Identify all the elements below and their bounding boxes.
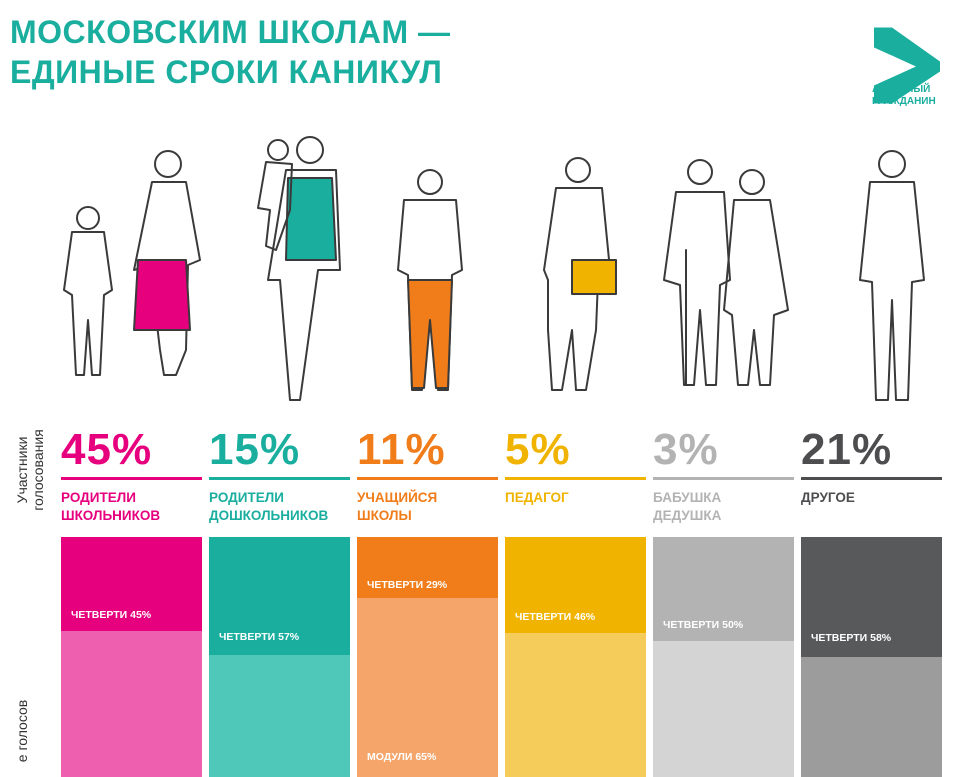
student-figure	[397, 169, 463, 391]
stacked-bar: ЧЕТВЕРТИ 29% МОДУЛИ 65%	[357, 537, 498, 777]
category-label: РОДИТЕЛИ ДОШКОЛЬНИКОВ	[209, 490, 329, 523]
logo-line-2: ГРАЖДАНИН	[872, 96, 936, 107]
column-rule	[653, 477, 794, 480]
category-label: ПЕДАГОГ	[505, 490, 569, 505]
category-label: УЧАЩИЙСЯ ШКОЛЫ	[357, 490, 438, 523]
percentage-label: 3%	[653, 425, 719, 474]
logo-line-1: АКТИВНЫЙ	[872, 84, 931, 95]
segment-label-quarters: ЧЕТВЕРТИ 58%	[811, 632, 892, 644]
segment-label-quarters: ЧЕТВЕРТИ 57%	[219, 631, 300, 643]
bar-segment-modules	[505, 633, 646, 777]
category-label: ДРУГОЕ	[801, 490, 855, 505]
title-line-2: ЕДИНЫЕ СРОКИ КАНИКУЛ	[10, 54, 443, 90]
segment-label-quarters: ЧЕТВЕРТИ 45%	[71, 609, 152, 621]
bar-segment-quarters: ЧЕТВЕРТИ 50%	[653, 537, 794, 641]
votes-axis-label: е голосов	[14, 699, 30, 763]
participants-axis-label: Участники голосования	[14, 415, 46, 525]
segment-label-quarters: ЧЕТВЕРТИ 29%	[367, 579, 448, 591]
title-line-1: МОСКОВСКИМ ШКОЛАМ —	[10, 14, 451, 50]
segment-label-modules: МОДУЛИ 65%	[367, 751, 437, 763]
logo-a-icon	[874, 27, 940, 104]
segment-label-quarters: ЧЕТВЕРТИ 50%	[663, 619, 744, 631]
segment-label-quarters: ЧЕТВЕРТИ 46%	[515, 611, 596, 623]
bar-segment-modules	[61, 631, 202, 777]
percentage-label: 15%	[209, 425, 301, 474]
column-rule	[505, 477, 646, 480]
bar-segment-quarters: ЧЕТВЕРТИ 46%	[505, 537, 646, 633]
bar-segment-modules	[209, 655, 350, 777]
stacked-bar: ЧЕТВЕРТИ 57%	[209, 537, 350, 777]
participants-label-line-1: Участники	[14, 436, 30, 504]
grandparents-figure	[663, 159, 789, 386]
parents-schoolchildren-figure	[63, 150, 201, 376]
percentage-label: 5%	[505, 425, 571, 474]
percentage-label: 21%	[801, 425, 893, 474]
bar-segment-modules: МОДУЛИ 65%	[357, 598, 498, 777]
bar-segment-quarters: ЧЕТВЕРТИ 45%	[61, 537, 202, 631]
bar-segment-modules	[653, 641, 794, 777]
column-rule	[357, 477, 498, 480]
percentage-label: 11%	[357, 425, 446, 474]
bar-segment-modules	[801, 657, 942, 777]
stacked-bar: ЧЕТВЕРТИ 58%	[801, 537, 942, 777]
column-rule	[61, 477, 202, 480]
parents-preschoolers-figure	[257, 136, 341, 401]
category-label: БАБУШКА ДЕДУШКА	[653, 490, 722, 523]
stacked-bar: ЧЕТВЕРТИ 45%	[61, 537, 202, 777]
percentage-label: 45%	[61, 425, 153, 474]
other-person-figure	[859, 150, 925, 401]
bar-segment-quarters: ЧЕТВЕРТИ 57%	[209, 537, 350, 655]
teacher-figure	[543, 157, 617, 391]
bar-segment-quarters: ЧЕТВЕРТИ 58%	[801, 537, 942, 657]
logo-text: АКТИВНЫЙ ГРАЖДАНИН	[872, 84, 952, 108]
participants-label-line-2: голосования	[30, 429, 46, 511]
stacked-bar: ЧЕТВЕРТИ 46%	[505, 537, 646, 777]
category-label: РОДИТЕЛИ ШКОЛЬНИКОВ	[61, 490, 161, 523]
bar-segment-quarters: ЧЕТВЕРТИ 29%	[357, 537, 498, 598]
page-title: МОСКОВСКИМ ШКОЛАМ — ЕДИНЫЕ СРОКИ КАНИКУЛ	[10, 12, 451, 92]
column-rule	[209, 477, 350, 480]
figures-illustration	[63, 136, 925, 401]
stacked-bar: ЧЕТВЕРТИ 50%	[653, 537, 794, 777]
column-rule	[801, 477, 942, 480]
